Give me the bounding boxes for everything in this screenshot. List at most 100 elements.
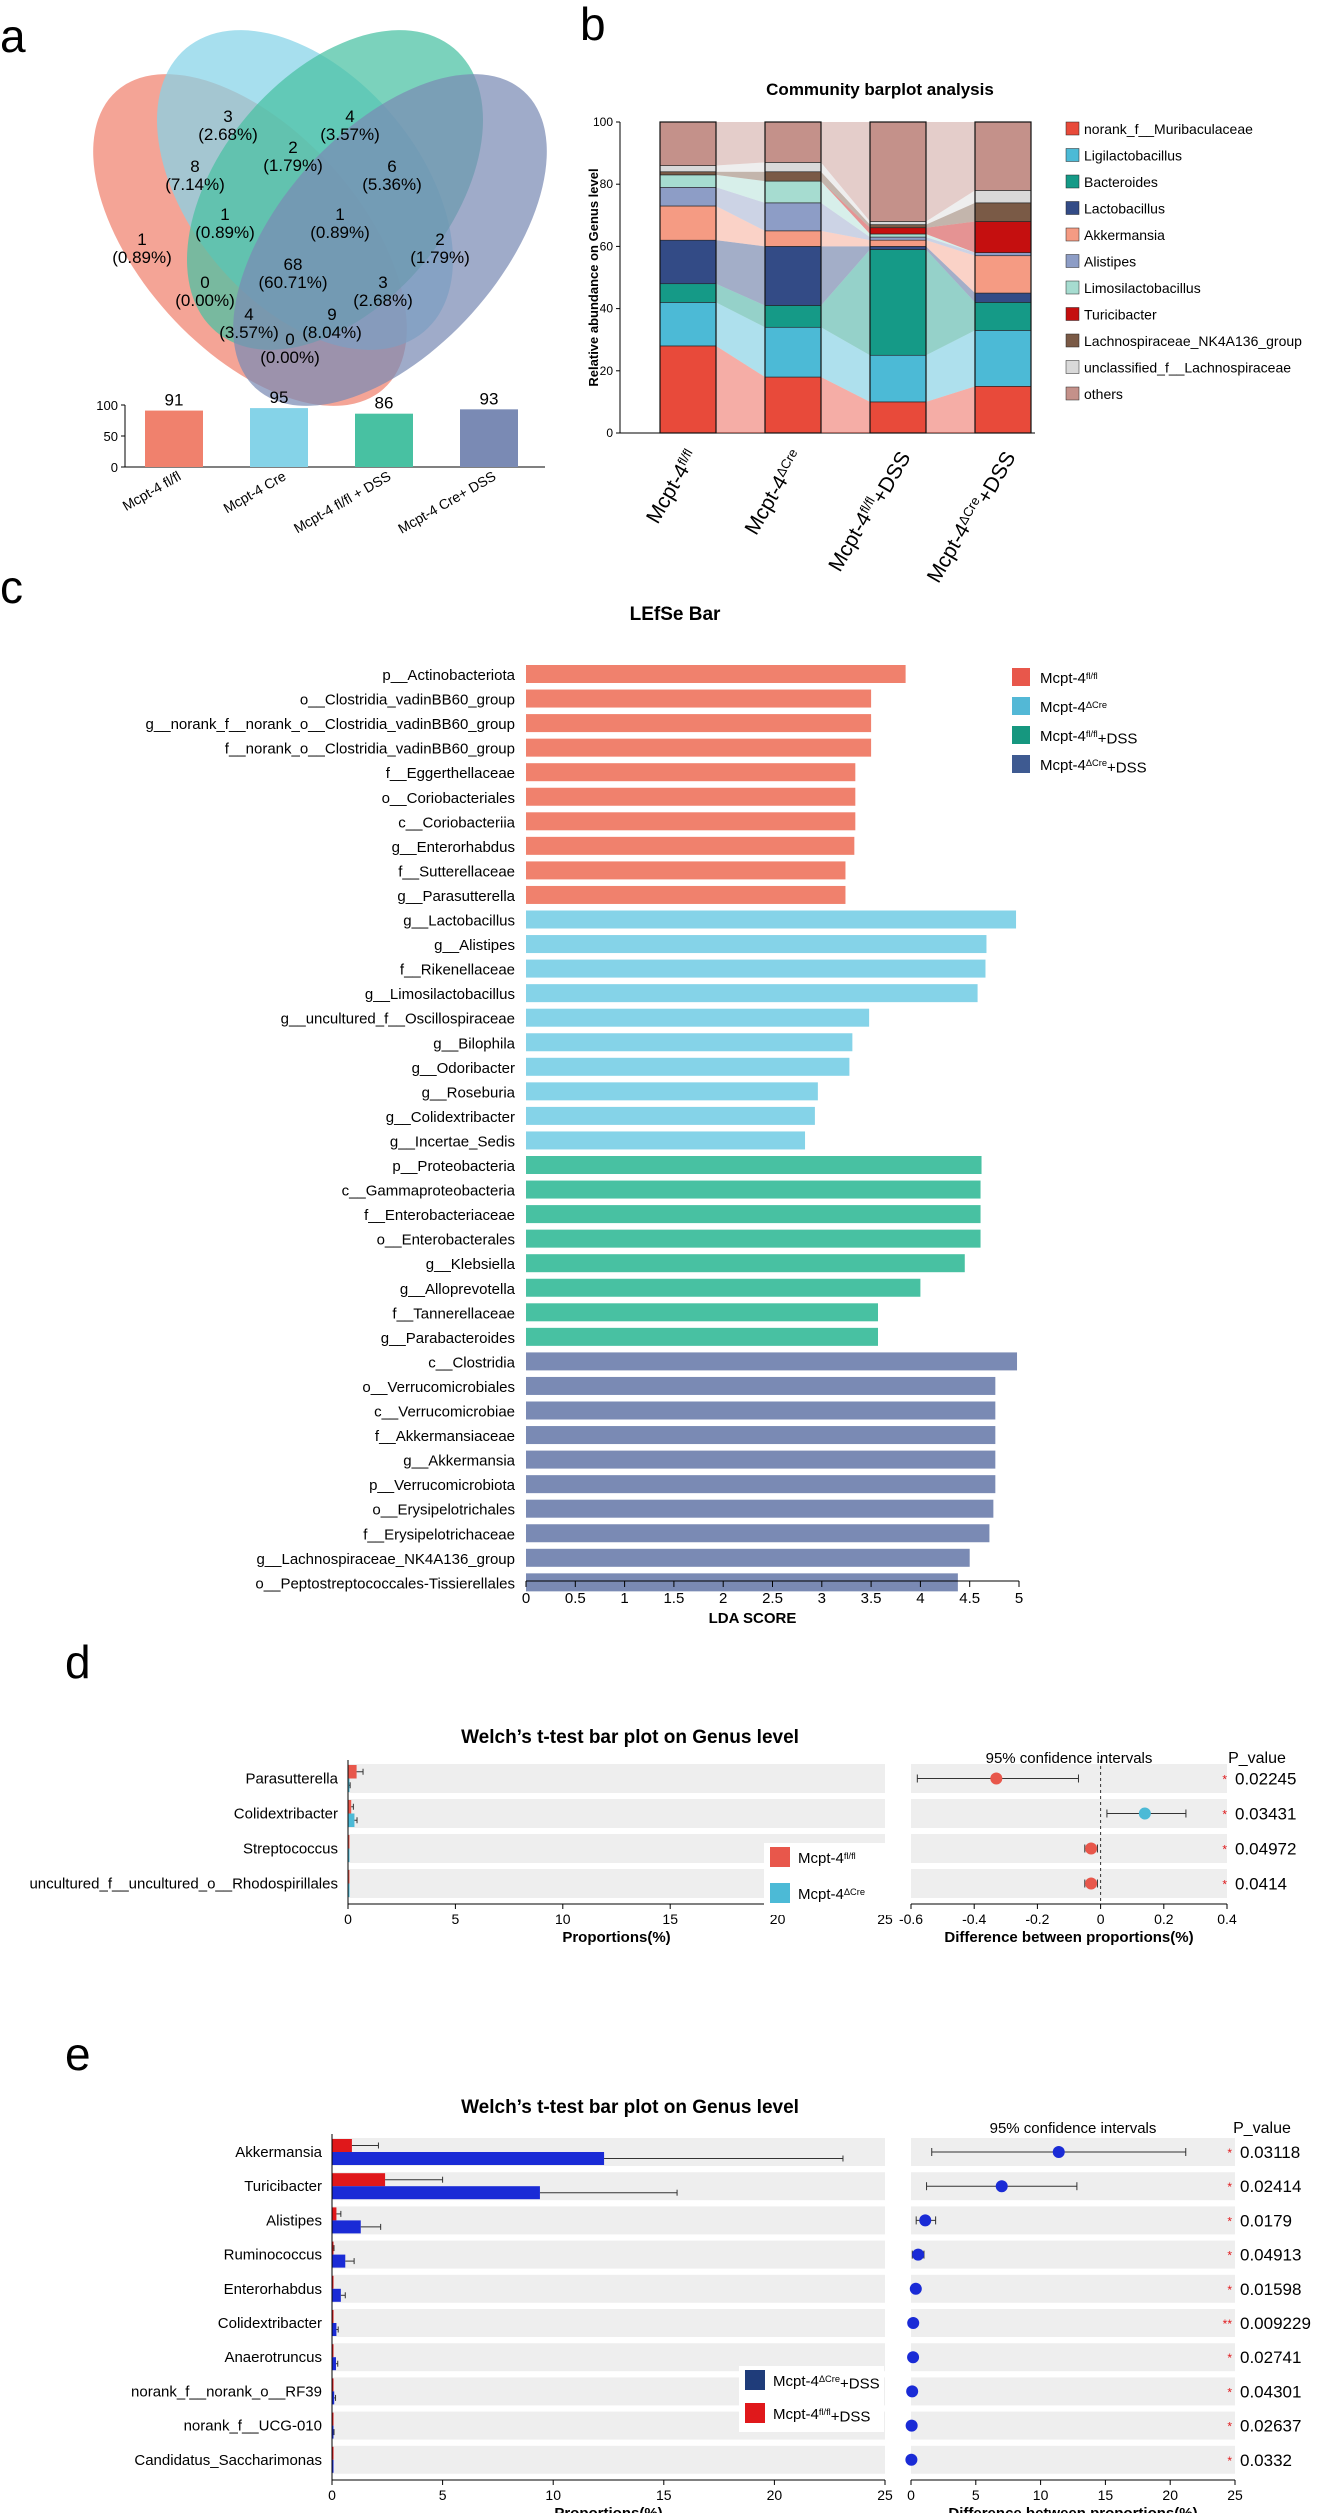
- y-axis-label: Relative abundance on Genus level: [586, 168, 601, 386]
- taxon-label: f__Enterobacteriaceae: [364, 1207, 515, 1224]
- series-band: [821, 181, 870, 238]
- venn-region-percent: (8.04%): [302, 323, 362, 342]
- taxon-label: f__Erysipelotrichaceae: [363, 1526, 515, 1543]
- taxon-label: Ruminococcus: [224, 2247, 322, 2264]
- stacked-segment: [974, 252, 1032, 257]
- taxon-label: g__Roseburia: [422, 1084, 516, 1101]
- taxon-label: p__Proteobacteria: [392, 1158, 515, 1175]
- legend-swatch: [1012, 755, 1030, 773]
- legend-label-superscript: ΔCre: [819, 2374, 840, 2384]
- legend-swatch: [1065, 148, 1080, 162]
- pvalue-value: 0.0332: [1240, 2451, 1292, 2470]
- legend-label-superscript: ΔCre: [1086, 758, 1107, 768]
- venn-region-count: 3: [378, 273, 387, 292]
- lda-bar: [526, 1475, 996, 1494]
- stacked-segment: [974, 202, 1032, 222]
- chart-title: Welch’s t-test bar plot on Genus level: [461, 1727, 799, 1748]
- group-a-bar: [348, 1800, 352, 1814]
- stacked-segment: [974, 255, 1032, 294]
- lda-bar: [526, 689, 872, 708]
- stacked-segment: [659, 302, 717, 347]
- legend-label: Ligilactobacillus: [1084, 148, 1182, 164]
- lda-bar: [526, 1180, 981, 1199]
- stacked-segment: [659, 171, 717, 176]
- lda-bar: [526, 1008, 870, 1027]
- series-band: [926, 386, 975, 433]
- legend-label: norank_f__Muribaculaceae: [1084, 121, 1253, 137]
- legend-label-superscript: ΔCre: [1086, 700, 1107, 710]
- lda-bar: [526, 1524, 990, 1543]
- significance-stars: *: [1227, 2454, 1232, 2468]
- lda-bar: [526, 787, 856, 806]
- stacked-segment: [764, 305, 822, 328]
- venn-region-percent: (2.68%): [353, 291, 413, 310]
- welch-test-chart-e: Welch’s t-test bar plot on Genus level 95…: [131, 2097, 1311, 2513]
- venn-region-percent: (1.79%): [263, 156, 323, 175]
- legend-label: Mcpt-4fl/fl: [1040, 670, 1098, 687]
- taxon-label: p__Actinobacteriota: [382, 667, 515, 684]
- pvalue-value: 0.02637: [1240, 2417, 1301, 2436]
- bar-outline: [764, 121, 822, 434]
- legend-label-suffix: +DSS: [831, 2409, 871, 2426]
- legend-label-base: Mcpt-4: [773, 2406, 819, 2423]
- taxon-label: g__Odoribacter: [412, 1060, 515, 1077]
- significance-stars: *: [1227, 2385, 1232, 2399]
- series-band: [716, 345, 765, 433]
- series-band: [821, 122, 870, 222]
- pvalue-value: 0.02414: [1240, 2177, 1301, 2196]
- series-band: [716, 187, 765, 231]
- total-bar: [355, 413, 413, 467]
- group-a-bar: [332, 2241, 334, 2255]
- group-a-bar: [332, 2207, 337, 2221]
- bar-outline: [869, 121, 927, 434]
- ci-x-tick-label: 0.4: [1217, 1911, 1237, 1927]
- legend-label: Lachnospiraceae_NK4A136_group: [1084, 333, 1302, 349]
- ci-x-tick-label: -0.2: [1025, 1911, 1049, 1927]
- group-b-bar: [348, 1883, 350, 1897]
- stacked-segment: [764, 376, 822, 434]
- ci-point: [1052, 2146, 1065, 2158]
- group-a-bar: [332, 2378, 334, 2392]
- legend-swatch: [745, 2370, 765, 2390]
- stacked-segment: [869, 236, 927, 241]
- pvalue-value: 0.0414: [1235, 1875, 1287, 1894]
- chart-title: LEfSe Bar: [630, 604, 721, 625]
- ci-x-tick-label: 0.2: [1154, 1911, 1174, 1927]
- sample-label-suffix: +DSS: [868, 448, 916, 508]
- series-band: [716, 240, 765, 306]
- total-bar-value: 93: [480, 389, 499, 408]
- venn-region-percent: (0.00%): [175, 291, 235, 310]
- x-tick-label: 2: [719, 1590, 727, 1607]
- stacked-segment: [764, 171, 822, 182]
- series-band: [716, 171, 765, 182]
- taxon-label: Candidatus_Saccharimonas: [134, 2452, 322, 2469]
- significance-stars: *: [1227, 2214, 1232, 2228]
- ci-x-tick-label: 10: [1033, 2487, 1049, 2503]
- sample-label-base: Mcpt-4: [740, 471, 792, 538]
- series-band: [926, 190, 975, 225]
- ci-row-background: [911, 2411, 1235, 2440]
- legend-label-superscript: ΔCre: [844, 1887, 865, 1897]
- y-tick-label: 100: [96, 398, 118, 413]
- pvalue-value: 0.04913: [1240, 2246, 1301, 2265]
- x-tick-label: 10: [555, 1911, 571, 1927]
- venn-region-percent: (0.00%): [260, 348, 320, 367]
- stacked-segment: [869, 354, 927, 403]
- legend-label: Mcpt-4ΔCre+DSS: [773, 2373, 880, 2393]
- venn-region-percent: (0.89%): [195, 223, 255, 242]
- lda-bar: [526, 738, 872, 757]
- taxon-label: g__Akkermansia: [403, 1453, 515, 1470]
- panel-label-a: a: [0, 10, 26, 62]
- venn-region-count: 1: [335, 205, 344, 224]
- taxon-label: g__norank_f__norank_o__Clostridia_vadinB…: [146, 716, 515, 733]
- group-b-bar: [332, 2391, 335, 2405]
- series-band: [926, 240, 975, 294]
- taxon-label: uncultured_f__uncultured_o__Rhodospirill…: [29, 1876, 338, 1893]
- total-bar-value: 91: [165, 391, 184, 410]
- venn-region-percent: (60.71%): [259, 273, 328, 292]
- x-tick-label: 10: [545, 2487, 561, 2503]
- venn-region-percent: (3.57%): [219, 323, 279, 342]
- stacked-segment: [764, 246, 822, 306]
- venn-region-percent: (1.79%): [410, 248, 470, 267]
- ci-x-tick-label: 25: [1227, 2487, 1243, 2503]
